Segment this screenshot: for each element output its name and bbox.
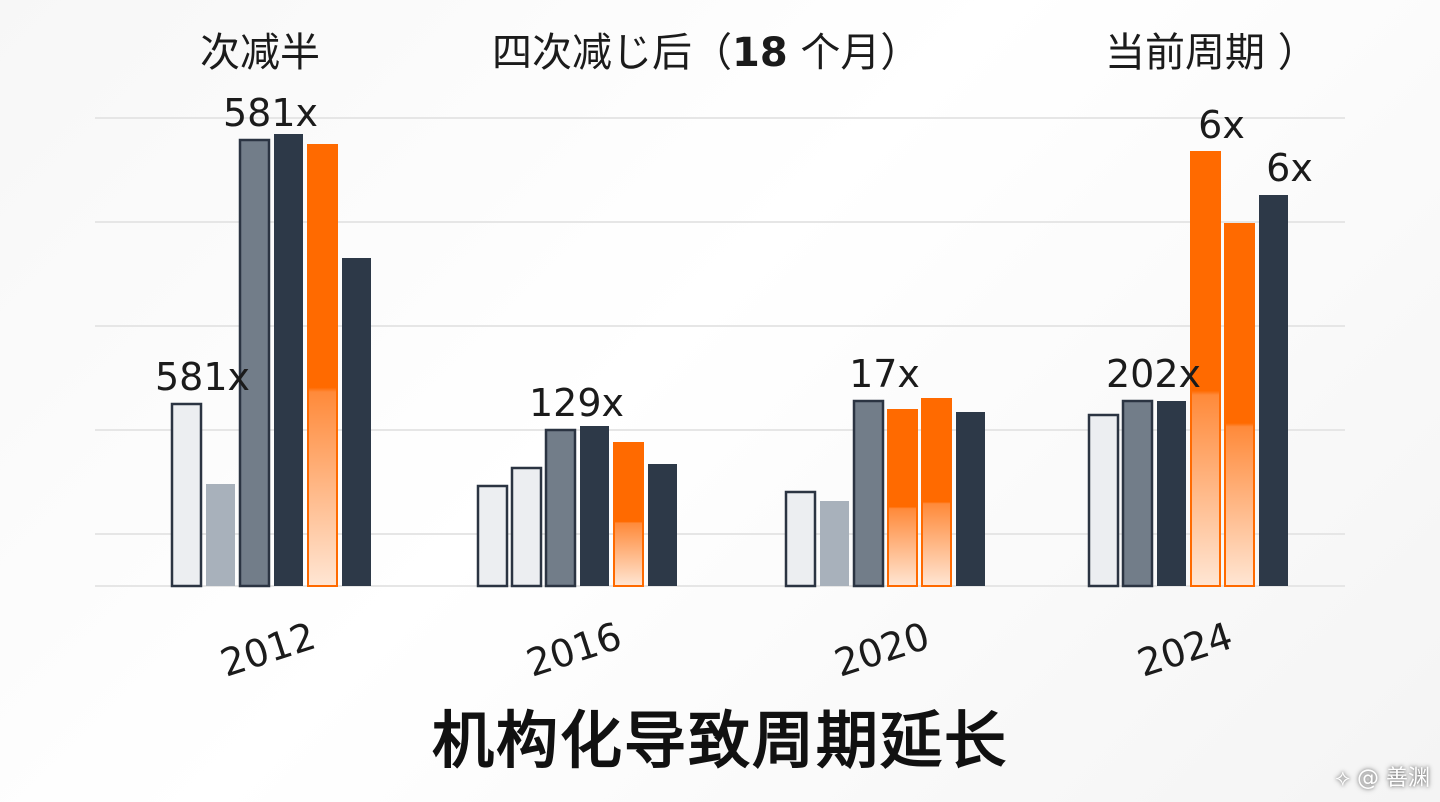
x-tick-label: 2012 [215, 614, 321, 686]
bar-navy [342, 258, 371, 586]
bars [170, 134, 1288, 588]
value-label: 6x [1198, 103, 1245, 147]
bar-navy [956, 412, 985, 586]
bar-white [170, 402, 203, 588]
bar-navy [274, 134, 303, 586]
bar-white [476, 484, 509, 588]
bar-chart: 581x 581x 129x 17x 202x 6x 6x 2012 2016 2020 2024 [95, 91, 1345, 686]
watermark: ⟡ @ 善渊 [1335, 766, 1430, 791]
x-tick-label: 2016 [521, 614, 627, 686]
bar-orange [613, 442, 644, 587]
bar-orange [1190, 151, 1221, 587]
header-middle-glyph: じ [612, 30, 652, 76]
header-right: 当前周期 ） [1105, 30, 1318, 76]
header-left: 次减半 [200, 30, 320, 76]
header-middle-bold: 18 [732, 30, 788, 76]
x-tick-label: 2020 [829, 614, 935, 686]
bar-lightgray [820, 501, 849, 586]
header-middle-post: 后（ [652, 30, 732, 76]
value-labels: 581x 581x 129x 17x 202x 6x 6x [155, 91, 1313, 425]
chart-caption: 机构化导致周期延长 [431, 704, 1008, 777]
bar-orange [307, 144, 338, 587]
header-middle-tail: 个月） [787, 30, 921, 76]
bar-orange [1224, 223, 1255, 587]
value-label: 202x [1106, 352, 1201, 396]
value-label: 581x [155, 355, 250, 399]
value-label: 6x [1266, 146, 1313, 190]
header-middle-pre: 四次减 [492, 30, 612, 76]
bar-midgray [852, 399, 885, 588]
bar-navy [1157, 401, 1186, 586]
bar-lightgray [206, 484, 235, 586]
value-label: 581x [223, 91, 318, 135]
bar-orange [887, 409, 918, 587]
bar-navy [1259, 195, 1288, 586]
value-label: 129x [529, 381, 624, 425]
x-ticks: 2012 2016 2020 2024 [215, 614, 1238, 686]
bar-white [510, 466, 543, 588]
bar-midgray [238, 138, 271, 588]
bar-midgray [1121, 399, 1154, 588]
bar-navy [580, 426, 609, 586]
x-tick-label: 2024 [1132, 614, 1238, 686]
header-middle: 四次减じ后（18 个月） [492, 20, 920, 78]
bar-white [1087, 413, 1120, 588]
bar-navy [648, 464, 677, 586]
bar-white [784, 490, 817, 588]
bar-orange [921, 398, 952, 587]
bar-midgray [544, 428, 577, 588]
value-label: 17x [849, 352, 920, 396]
